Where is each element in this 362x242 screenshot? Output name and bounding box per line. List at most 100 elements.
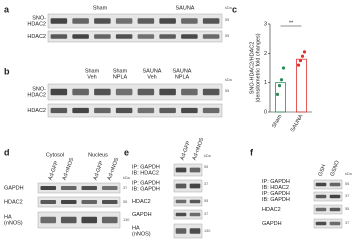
row-label: HDAC2 xyxy=(27,21,46,27)
band xyxy=(60,200,77,204)
panel-label: e xyxy=(124,147,129,157)
lane-label: Ad-GFP xyxy=(93,160,106,181)
mw-marker: 130 xyxy=(204,229,210,233)
band xyxy=(94,107,111,114)
lane-label: Ad-GFP xyxy=(180,140,193,161)
lane-label: Ad-GFP xyxy=(48,160,61,181)
mw-marker: 55 xyxy=(225,34,229,38)
blot xyxy=(37,211,121,229)
row-label: IP: GAPDH xyxy=(262,179,290,185)
band xyxy=(81,186,98,190)
band xyxy=(315,194,327,199)
blot xyxy=(173,163,203,177)
mw-marker: kDa xyxy=(225,78,233,82)
band xyxy=(329,194,341,199)
band xyxy=(315,221,327,226)
band xyxy=(175,212,187,217)
band xyxy=(72,18,89,24)
band xyxy=(50,34,68,39)
band xyxy=(115,88,133,96)
band xyxy=(137,34,155,39)
y-axis-label: SNO-HDAC2/HDAC2 xyxy=(249,42,255,95)
band xyxy=(189,167,201,173)
mw-marker: kDa xyxy=(204,154,212,158)
blot xyxy=(47,103,223,118)
lane-label: Ad-nNOS xyxy=(62,157,76,181)
row-label: (nNOS) xyxy=(4,220,23,226)
band xyxy=(115,107,133,114)
band xyxy=(181,88,198,96)
row-label: SNO- xyxy=(32,15,46,21)
annotation: ** xyxy=(289,20,294,26)
row-label: HDAC2 xyxy=(27,34,46,40)
band xyxy=(94,18,111,24)
y-tick-label: 2 xyxy=(264,51,267,57)
mw-marker: 130 xyxy=(123,218,129,222)
mw-marker: kDa xyxy=(123,176,131,180)
mw-marker: 55 xyxy=(204,165,208,169)
band xyxy=(159,34,176,39)
row-label: HA xyxy=(4,214,12,220)
row-label: GAPDH xyxy=(132,212,152,218)
panel-label: b xyxy=(4,66,10,76)
mw-marker: 37 xyxy=(204,182,208,186)
y-tick-label: 1 xyxy=(264,80,267,86)
band xyxy=(137,18,155,24)
row-label: GAPDH xyxy=(262,221,282,227)
band xyxy=(159,107,176,114)
row-label: IP: GAPDH xyxy=(262,191,290,197)
data-point xyxy=(298,59,303,63)
row-label: (nNOS) xyxy=(132,231,151,237)
band xyxy=(175,228,187,234)
mw-marker: 55 xyxy=(225,89,229,93)
blot xyxy=(37,182,121,194)
group-label: Sham xyxy=(93,5,108,11)
mw-marker: kDa xyxy=(225,6,233,10)
band xyxy=(115,18,133,24)
mw-marker: 37 xyxy=(204,212,208,216)
row-label: IB: GAPDH xyxy=(132,186,160,192)
band xyxy=(115,34,133,39)
band xyxy=(189,183,201,189)
band xyxy=(189,228,201,234)
blot xyxy=(313,218,343,229)
group-label: Sham xyxy=(85,68,100,74)
band xyxy=(159,18,176,24)
mw-marker: 55 xyxy=(123,200,127,204)
band xyxy=(94,34,111,39)
band xyxy=(315,207,327,212)
band xyxy=(72,107,89,114)
band xyxy=(101,216,118,224)
data-point xyxy=(302,50,307,54)
band xyxy=(175,167,187,173)
band xyxy=(60,186,77,190)
row-label: HDAC2 xyxy=(4,199,23,205)
bar xyxy=(296,58,307,113)
lane-label: GSNO xyxy=(330,159,341,177)
band xyxy=(72,88,89,96)
blot xyxy=(313,191,343,202)
band xyxy=(101,186,118,190)
group-label: SAUNA xyxy=(176,5,195,11)
band xyxy=(137,88,155,96)
bar xyxy=(275,82,286,113)
row-label: HDAC2 xyxy=(132,199,151,205)
data-point xyxy=(300,54,305,58)
band xyxy=(81,200,98,204)
band xyxy=(189,212,201,217)
row-label: HDAC2 xyxy=(27,92,46,98)
mw-marker: 55 xyxy=(204,199,208,203)
band xyxy=(50,88,68,96)
band xyxy=(72,34,89,39)
mw-marker: 37 xyxy=(345,221,349,225)
band xyxy=(329,221,341,226)
row-label: SNO- xyxy=(32,86,46,92)
band xyxy=(101,200,118,204)
data-point xyxy=(279,78,284,82)
row-label: GAPDH xyxy=(4,185,24,191)
row-label: IB: HDAC2 xyxy=(132,170,159,176)
y-axis-label: (densitometric fold changes) xyxy=(255,33,261,102)
band xyxy=(202,34,220,39)
band xyxy=(181,34,198,39)
y-tick-label: 3 xyxy=(264,21,267,27)
